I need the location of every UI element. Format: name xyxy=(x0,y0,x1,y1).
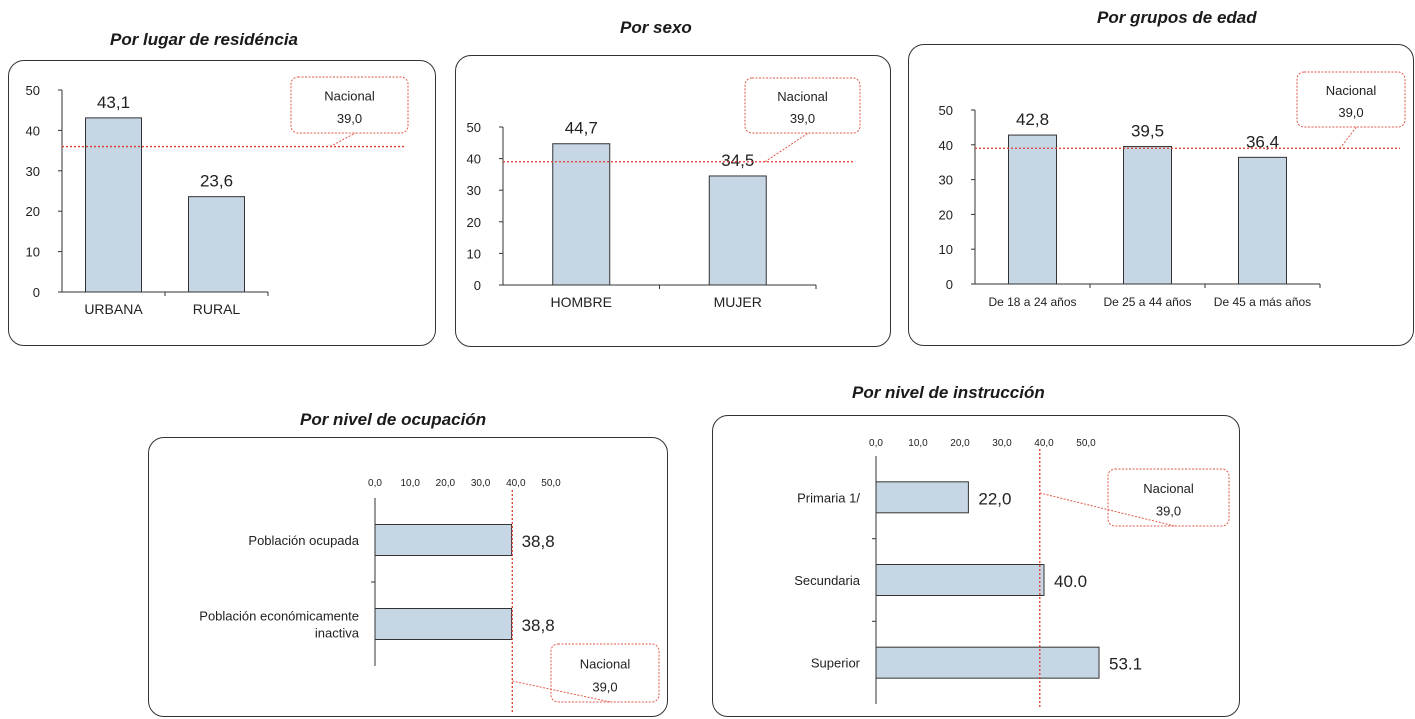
sexo-y-tick-label: 20 xyxy=(467,215,481,230)
ocupacion-category-label: Población ocupada xyxy=(248,533,359,548)
ocupacion-x-tick-label: 40,0 xyxy=(506,478,526,489)
sexo-callout-pointer xyxy=(764,132,809,163)
ocupacion-x-tick-label: 10,0 xyxy=(400,478,420,489)
edad-bar xyxy=(1238,156,1287,285)
ocupacion-bar xyxy=(374,524,513,556)
ocupacion-callout-box xyxy=(550,643,660,703)
instruccion-x-tick-label: 10,0 xyxy=(908,438,928,449)
edad-y-tick-label: 0 xyxy=(946,277,953,292)
sexo-category-label: MUJER xyxy=(714,294,762,310)
edad-category-label: De 18 a 24 años xyxy=(988,295,1076,309)
edad-bar xyxy=(1008,134,1057,285)
instruccion-data-label: 53.1 xyxy=(1109,655,1142,674)
sexo-data-label: 34,5 xyxy=(721,151,754,170)
instruccion-bar xyxy=(875,564,1045,596)
instruccion-callout-label: Nacional xyxy=(1143,481,1194,496)
ocupacion-data-label: 38,8 xyxy=(522,532,555,551)
sexo-y-tick-label: 30 xyxy=(467,183,481,198)
edad-y-tick-label: 30 xyxy=(939,173,953,188)
sexo-nacional-callout: Nacional 39,0 xyxy=(744,77,861,163)
residencia-callout-box xyxy=(290,76,409,134)
chart-title-sexo: Por sexo xyxy=(620,18,692,37)
edad-callout-value: 39,0 xyxy=(1338,105,1363,120)
instruccion-x-tick-label: 0,0 xyxy=(869,438,883,449)
edad-bar xyxy=(1123,146,1172,285)
edad-category-label: De 25 a 44 años xyxy=(1103,295,1191,309)
ocupacion-callout-value: 39,0 xyxy=(592,680,617,695)
instruccion-bar xyxy=(875,646,1100,679)
residencia-callout-label: Nacional xyxy=(324,89,375,104)
ocupacion-callout-label: Nacional xyxy=(580,656,631,671)
residencia-bar xyxy=(85,117,142,293)
chart-title-ocupacion: Por nivel de ocupación xyxy=(300,410,487,429)
instruccion-x-tick-label: 30,0 xyxy=(992,438,1012,449)
residencia-callout-value: 39,0 xyxy=(337,111,362,126)
ocupacion-bar xyxy=(374,608,513,640)
residencia-y-tick-label: 20 xyxy=(26,204,40,219)
ocupacion-callout-pointer xyxy=(512,680,611,703)
residencia-y-tick-label: 50 xyxy=(26,83,40,98)
instruccion-bar xyxy=(875,481,969,514)
residencia-data-label: 43,1 xyxy=(97,93,130,112)
residencia-y-tick-label: 0 xyxy=(33,285,40,300)
chart-title-instruccion: Por nivel de instrucción xyxy=(852,383,1045,402)
sexo-bar xyxy=(552,143,611,286)
residencia-y-tick-label: 30 xyxy=(26,164,40,179)
instruccion-callout-value: 39,0 xyxy=(1156,504,1181,519)
edad-callout-pointer xyxy=(1339,126,1357,149)
instruccion-category-label: Secundaria xyxy=(794,573,861,588)
residencia-bar xyxy=(188,196,245,293)
instruccion-data-label: 22,0 xyxy=(978,489,1011,508)
residencia-category-label: RURAL xyxy=(193,301,241,317)
edad-y-tick-label: 50 xyxy=(939,103,953,118)
ocupacion-category-label: inactiva xyxy=(315,626,360,641)
sexo-y-tick-label: 50 xyxy=(467,120,481,135)
edad-data-label: 42,8 xyxy=(1016,110,1049,129)
instruccion-category-label: Superior xyxy=(811,656,861,671)
ocupacion-nacional-callout: Nacional 39,0 xyxy=(512,643,660,703)
instruccion-callout-box xyxy=(1107,468,1230,527)
edad-data-label: 39,5 xyxy=(1131,122,1164,141)
residencia-nacional-callout: Nacional 39,0 xyxy=(290,76,409,148)
sexo-bar xyxy=(708,175,767,286)
edad-nacional-callout: Nacional 39,0 xyxy=(1296,71,1406,149)
instruccion-category-label: Primaria 1/ xyxy=(797,490,860,505)
residencia-y-tick-label: 40 xyxy=(26,123,40,138)
sexo-data-label: 44,7 xyxy=(565,119,598,138)
edad-callout-box xyxy=(1296,71,1406,128)
chart-title-edad: Por grupos de edad xyxy=(1097,8,1257,27)
ocupacion-x-tick-label: 0,0 xyxy=(368,478,382,489)
ocupacion-x-tick-label: 30,0 xyxy=(471,478,491,489)
residencia-y-tick-label: 10 xyxy=(26,245,40,260)
ocupacion-x-tick-label: 20,0 xyxy=(436,478,456,489)
sexo-y-tick-label: 0 xyxy=(474,278,481,293)
instruccion-x-tick-label: 20,0 xyxy=(950,438,970,449)
instruccion-data-label: 40.0 xyxy=(1054,572,1087,591)
chart-title-residencia: Por lugar de residéncia xyxy=(110,30,299,49)
sexo-category-label: HOMBRE xyxy=(551,294,612,310)
edad-category-label: De 45 a más años xyxy=(1214,295,1311,309)
instruccion-x-tick-label: 40,0 xyxy=(1034,438,1054,449)
edad-y-tick-label: 10 xyxy=(939,242,953,257)
sexo-callout-value: 39,0 xyxy=(790,111,815,126)
edad-data-label: 36,4 xyxy=(1246,132,1279,151)
edad-y-tick-label: 40 xyxy=(939,138,953,153)
instruccion-callout-pointer xyxy=(1039,492,1175,527)
ocupacion-x-tick-label: 50,0 xyxy=(541,478,561,489)
residencia-data-label: 23,6 xyxy=(200,172,233,191)
edad-callout-label: Nacional xyxy=(1326,83,1377,98)
ocupacion-category-label: Población económicamente xyxy=(199,609,359,624)
sexo-callout-box xyxy=(744,77,861,134)
instruccion-nacional-callout: Nacional 39,0 xyxy=(1039,468,1230,527)
sexo-callout-label: Nacional xyxy=(777,89,828,104)
sexo-y-tick-label: 10 xyxy=(467,246,481,261)
instruccion-x-tick-label: 50,0 xyxy=(1076,438,1096,449)
ocupacion-data-label: 38,8 xyxy=(522,616,555,635)
edad-y-tick-label: 20 xyxy=(939,207,953,222)
sexo-y-tick-label: 40 xyxy=(467,152,481,167)
residencia-category-label: URBANA xyxy=(84,301,143,317)
residencia-callout-pointer xyxy=(329,132,356,148)
